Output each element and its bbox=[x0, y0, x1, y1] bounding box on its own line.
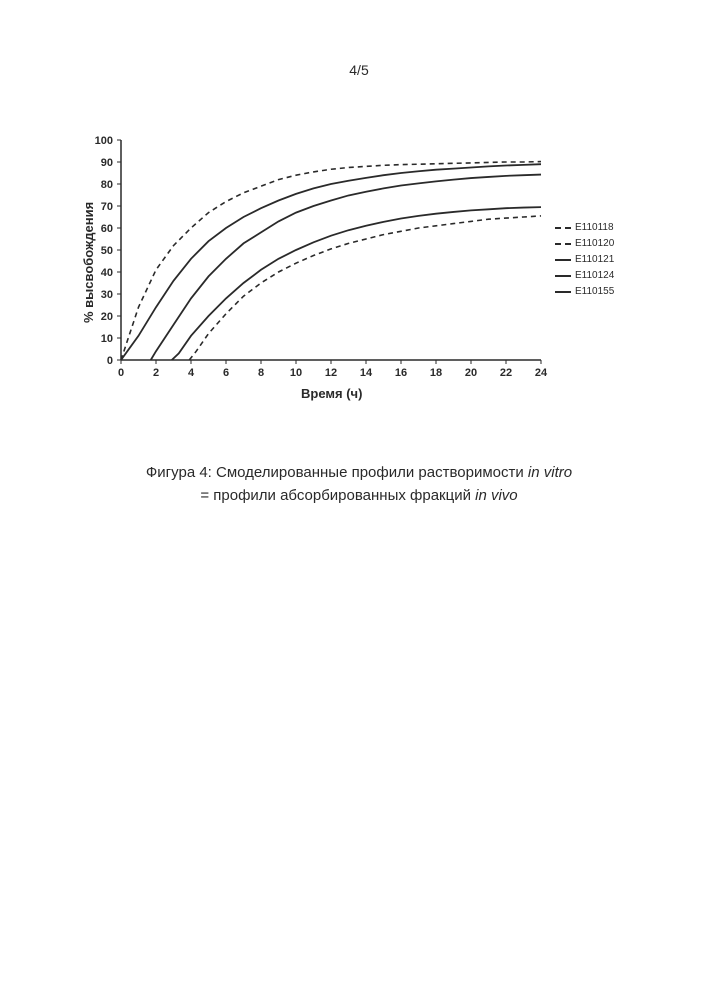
chart-legend: E110118E110120E110121E110124E110155 bbox=[555, 220, 614, 300]
svg-text:16: 16 bbox=[395, 367, 407, 379]
legend-item: E110120 bbox=[555, 236, 614, 252]
svg-text:12: 12 bbox=[325, 367, 337, 379]
legend-label: E110124 bbox=[575, 268, 614, 284]
legend-label: E110121 bbox=[575, 252, 614, 268]
svg-text:22: 22 bbox=[500, 367, 512, 379]
svg-text:20: 20 bbox=[465, 367, 477, 379]
svg-text:24: 24 bbox=[535, 367, 548, 379]
caption-text: Фигура 4: Смоделированные профили раство… bbox=[146, 464, 528, 481]
svg-text:40: 40 bbox=[101, 267, 113, 279]
svg-text:20: 20 bbox=[101, 311, 113, 323]
svg-text:50: 50 bbox=[101, 245, 113, 257]
svg-text:14: 14 bbox=[360, 367, 373, 379]
svg-text:6: 6 bbox=[223, 367, 229, 379]
svg-text:10: 10 bbox=[101, 333, 113, 345]
svg-text:2: 2 bbox=[153, 367, 159, 379]
y-axis-label: % высвобождения bbox=[81, 201, 96, 322]
legend-item: E110121 bbox=[555, 252, 614, 268]
legend-swatch bbox=[555, 259, 571, 261]
chart-canvas: 0102030405060708090100024681012141618202… bbox=[75, 130, 635, 390]
svg-text:60: 60 bbox=[101, 223, 113, 235]
svg-text:90: 90 bbox=[101, 157, 113, 169]
svg-text:70: 70 bbox=[101, 201, 113, 213]
legend-swatch bbox=[555, 243, 571, 245]
caption-italic-2: in vivo bbox=[475, 487, 518, 504]
svg-text:100: 100 bbox=[95, 135, 113, 147]
legend-label: E110155 bbox=[575, 284, 614, 300]
svg-text:30: 30 bbox=[101, 289, 113, 301]
legend-item: E110118 bbox=[555, 220, 614, 236]
svg-text:80: 80 bbox=[101, 179, 113, 191]
svg-text:18: 18 bbox=[430, 367, 442, 379]
svg-text:0: 0 bbox=[107, 355, 113, 367]
legend-swatch bbox=[555, 275, 571, 277]
legend-label: E110118 bbox=[575, 220, 614, 236]
page-number: 4/5 bbox=[0, 62, 718, 78]
legend-item: E110124 bbox=[555, 268, 614, 284]
svg-text:4: 4 bbox=[188, 367, 195, 379]
legend-swatch bbox=[555, 291, 571, 293]
caption-line2: = профили абсорбированных фракций bbox=[200, 487, 475, 504]
release-profile-chart: 0102030405060708090100024681012141618202… bbox=[75, 130, 635, 395]
legend-swatch bbox=[555, 227, 571, 229]
svg-text:10: 10 bbox=[290, 367, 302, 379]
svg-text:0: 0 bbox=[118, 367, 124, 379]
legend-item: E110155 bbox=[555, 284, 614, 300]
figure-caption: Фигура 4: Смоделированные профили раство… bbox=[0, 462, 718, 507]
page: 4/5 010203040506070809010002468101214161… bbox=[0, 0, 718, 1000]
svg-text:8: 8 bbox=[258, 367, 264, 379]
legend-label: E110120 bbox=[575, 236, 614, 252]
caption-italic-1: in vitro bbox=[528, 464, 572, 481]
x-axis-label: Время (ч) bbox=[301, 386, 362, 401]
